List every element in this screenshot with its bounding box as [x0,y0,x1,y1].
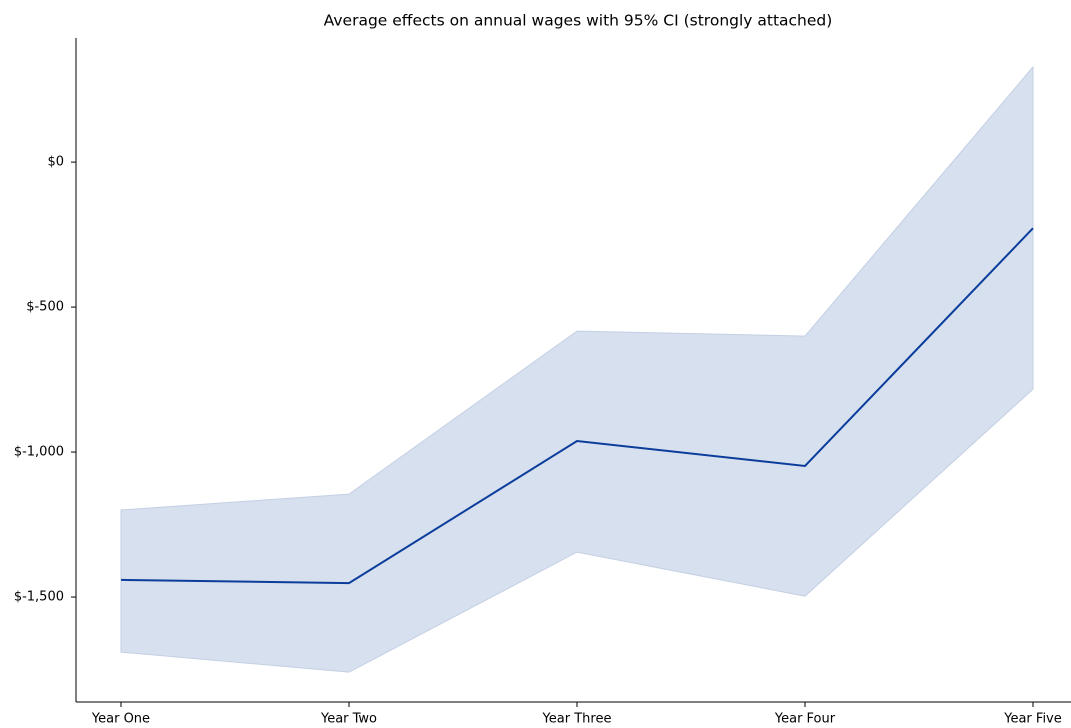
chart-title: Average effects on annual wages with 95%… [324,12,833,30]
mean-line [120,227,1034,585]
x-tick-label: Year One [91,712,150,727]
y-tick-label: $-1,000 [14,445,64,460]
x-tick-label: Year Five [1003,712,1062,727]
y-tick-label: $-1,500 [14,590,64,605]
x-tick-label: Year Two [320,712,377,727]
y-tick-label: $-500 [26,300,64,315]
y-tick-label: $0 [47,155,64,170]
x-tick-label: Year Four [774,712,836,727]
x-tick-label: Year Three [542,712,612,727]
ci-band [120,65,1034,673]
